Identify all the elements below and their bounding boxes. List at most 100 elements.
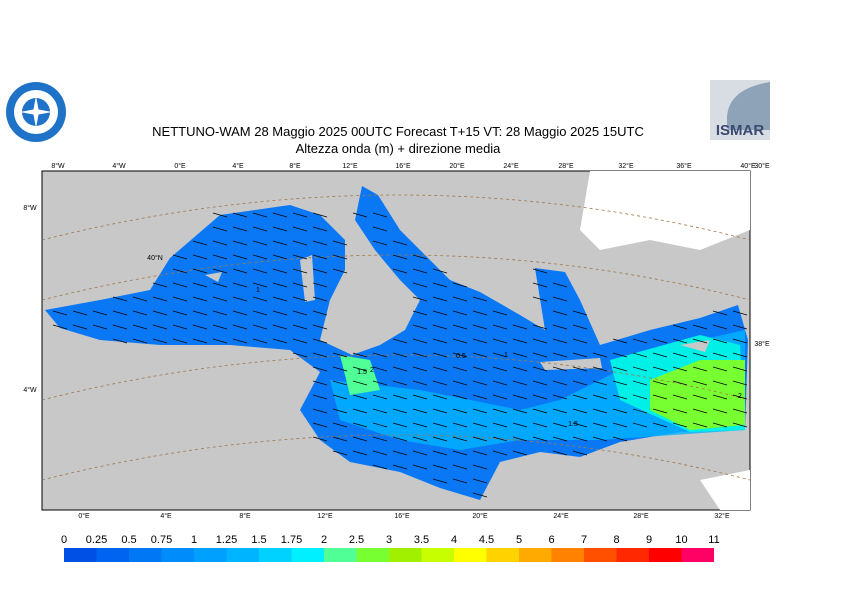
direction-arrow bbox=[312, 212, 328, 218]
direction-arrow bbox=[212, 254, 228, 260]
direction-arrow bbox=[532, 422, 548, 428]
direction-arrow bbox=[312, 408, 328, 414]
contour-label: 1 bbox=[504, 352, 508, 359]
direction-arrow bbox=[152, 338, 168, 344]
direction-arrow bbox=[252, 282, 268, 288]
direction-arrow bbox=[472, 478, 488, 484]
direction-arrow bbox=[132, 296, 148, 302]
colorbar-swatch bbox=[324, 548, 357, 562]
graticule-label: 8°W bbox=[23, 204, 37, 212]
direction-arrow bbox=[692, 394, 708, 400]
direction-arrow bbox=[152, 282, 168, 288]
direction-arrow bbox=[472, 380, 488, 386]
graticule-label: 24°E bbox=[503, 162, 519, 170]
direction-arrow bbox=[412, 464, 428, 470]
direction-arrow bbox=[392, 254, 408, 260]
island bbox=[680, 340, 710, 352]
direction-arrow bbox=[732, 366, 748, 372]
direction-arrow bbox=[232, 324, 248, 330]
direction-arrow bbox=[432, 450, 448, 456]
colorbar-label: 7 bbox=[581, 534, 587, 546]
direction-arrow bbox=[592, 352, 608, 358]
direction-arrow bbox=[312, 296, 328, 302]
direction-arrow bbox=[672, 338, 688, 344]
direction-arrow bbox=[372, 450, 388, 456]
direction-arrow bbox=[452, 352, 468, 358]
direction-arrow bbox=[292, 212, 308, 218]
colorbar-label: 10 bbox=[675, 534, 687, 546]
graticule-label: 4°E bbox=[160, 512, 172, 520]
direction-arrow bbox=[172, 296, 188, 302]
direction-arrow bbox=[592, 422, 608, 428]
direction-arrow bbox=[452, 282, 468, 288]
direction-arrow bbox=[292, 268, 308, 274]
direction-arrow bbox=[252, 296, 268, 302]
direction-arrow bbox=[412, 422, 428, 428]
direction-arrow bbox=[312, 282, 328, 288]
graticule-label: 32°E bbox=[618, 162, 634, 170]
colorbar-swatch bbox=[616, 548, 649, 562]
direction-arrow bbox=[512, 436, 528, 442]
direction-arrow bbox=[432, 408, 448, 414]
direction-arrow bbox=[372, 380, 388, 386]
direction-arrow bbox=[312, 240, 328, 246]
direction-arrow bbox=[212, 324, 228, 330]
direction-arrow bbox=[472, 338, 488, 344]
direction-arrow bbox=[72, 324, 88, 330]
direction-arrow bbox=[432, 282, 448, 288]
colorbar-swatch bbox=[454, 548, 487, 562]
direction-arrow bbox=[552, 282, 568, 288]
direction-arrow bbox=[412, 436, 428, 442]
direction-arrow bbox=[672, 324, 688, 330]
outside-area bbox=[700, 470, 750, 510]
direction-arrow bbox=[712, 394, 728, 400]
direction-arrow bbox=[192, 296, 208, 302]
colorbar-swatch bbox=[486, 548, 519, 562]
direction-arrow bbox=[472, 394, 488, 400]
direction-arrow bbox=[412, 338, 428, 344]
direction-arrow bbox=[652, 338, 668, 344]
direction-arrow bbox=[272, 338, 288, 344]
direction-arrow bbox=[272, 240, 288, 246]
colorbar-label: 0 bbox=[61, 534, 67, 546]
colorbar-label: 2.5 bbox=[349, 534, 364, 546]
direction-arrow bbox=[472, 450, 488, 456]
direction-arrow bbox=[652, 394, 668, 400]
colorbar-label: 9 bbox=[646, 534, 652, 546]
direction-arrow bbox=[492, 380, 508, 386]
direction-arrow bbox=[352, 352, 368, 358]
direction-arrow bbox=[312, 226, 328, 232]
logo-text: ISMAR bbox=[716, 122, 765, 139]
direction-arrow bbox=[412, 296, 428, 302]
direction-arrow bbox=[212, 338, 228, 344]
direction-arrow bbox=[632, 366, 648, 372]
direction-arrow bbox=[472, 324, 488, 330]
direction-arrow bbox=[492, 450, 508, 456]
direction-arrow bbox=[332, 254, 348, 260]
direction-arrow bbox=[332, 422, 348, 428]
direction-arrow bbox=[592, 394, 608, 400]
sea-zone bbox=[340, 355, 380, 395]
direction-arrow bbox=[492, 352, 508, 358]
graticule-label: 8°W bbox=[51, 162, 65, 170]
contour-label: 2 bbox=[738, 393, 742, 400]
direction-arrow bbox=[272, 324, 288, 330]
direction-arrow bbox=[372, 408, 388, 414]
direction-arrow bbox=[332, 240, 348, 246]
direction-arrow bbox=[132, 324, 148, 330]
direction-arrow bbox=[332, 408, 348, 414]
direction-arrow bbox=[252, 268, 268, 274]
direction-arrow bbox=[452, 408, 468, 414]
direction-arrow bbox=[592, 366, 608, 372]
graticule-label: 8°E bbox=[289, 162, 301, 170]
direction-arrow bbox=[432, 324, 448, 330]
direction-arrow bbox=[432, 268, 448, 274]
direction-arrow bbox=[212, 296, 228, 302]
colorbar-label: 6 bbox=[548, 534, 554, 546]
direction-arrow bbox=[332, 450, 348, 456]
direction-arrow bbox=[652, 352, 668, 358]
direction-arrow bbox=[312, 436, 328, 442]
direction-arrow bbox=[732, 394, 748, 400]
direction-arrow bbox=[232, 310, 248, 316]
direction-arrow bbox=[192, 310, 208, 316]
